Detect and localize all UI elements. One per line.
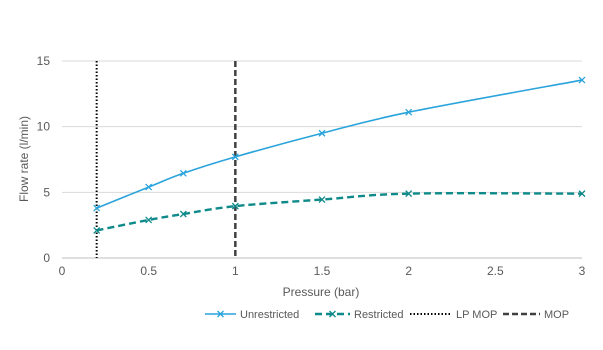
marker-stroke [93,204,101,212]
marker-stroke [145,216,153,224]
marker-stroke [329,310,336,318]
x-tick-label: 2.5 [487,264,504,278]
marker-stroke [578,190,586,198]
x-axis-title: Pressure (bar) [283,285,360,299]
y-tick-label: 5 [43,185,50,199]
marker-stroke [405,108,413,116]
marker-stroke [231,153,239,161]
legend-item-restricted: Restricted [315,309,404,321]
legend-label: MOP [544,309,569,321]
unrestricted-series-line [96,79,583,209]
unrestricted-data-point [179,169,187,177]
marker-stroke [217,310,224,318]
marker-stroke [93,226,101,234]
marker-stroke [145,183,153,191]
x-tick-label: 0 [59,264,66,278]
legend-label: Restricted [354,309,404,321]
marker-stroke [578,76,586,84]
marker-stroke [405,190,413,198]
unrestricted-data-point [318,129,326,137]
restricted-data-point [318,196,326,204]
x-tick-label: 1 [232,264,239,278]
marker-stroke [231,202,239,210]
restricted-series-line [96,192,583,232]
y-tick-label: 10 [37,120,51,134]
y-tick-label: 0 [43,251,50,265]
tick-labels: 0 5 10 15 0 0.5 1 1.5 2 2.5 3 [37,54,586,278]
marker-stroke [318,129,326,137]
legend-marker [329,310,336,318]
legend-label: Unrestricted [240,309,299,321]
marker-stroke [318,196,326,204]
legend-label: LP MOP [456,309,497,321]
reference-lines [95,61,237,258]
grid-layer [62,60,582,193]
restricted-data-point [179,210,187,218]
series-layer [93,76,586,234]
unrestricted-data-point [93,204,101,212]
unrestricted-data-point [405,108,413,116]
x-tick-label: 1.5 [314,264,331,278]
unrestricted-data-point [231,153,239,161]
restricted-data-point [578,190,586,198]
legend: Unrestricted Restricted LP MOP MOP [205,309,569,321]
x-tick-label: 3 [579,264,586,278]
y-tick-label: 15 [37,54,51,68]
restricted-data-point [93,226,101,234]
legend-item-unrestricted: Unrestricted [205,309,299,321]
legend-item-lp-mop: LP MOP [410,309,497,321]
restricted-data-point [231,202,239,210]
legend-item-mop: MOP [503,309,569,321]
y-axis-title: Flow rate (l/min) [17,116,31,202]
restricted-data-point [405,190,413,198]
marker-stroke [179,169,187,177]
restricted-data-point [145,216,153,224]
marker-stroke [179,210,187,218]
unrestricted-data-point [578,76,586,84]
x-tick-label: 2 [405,264,412,278]
legend-marker [217,310,224,318]
x-tick-label: 0.5 [140,264,157,278]
unrestricted-data-point [145,183,153,191]
